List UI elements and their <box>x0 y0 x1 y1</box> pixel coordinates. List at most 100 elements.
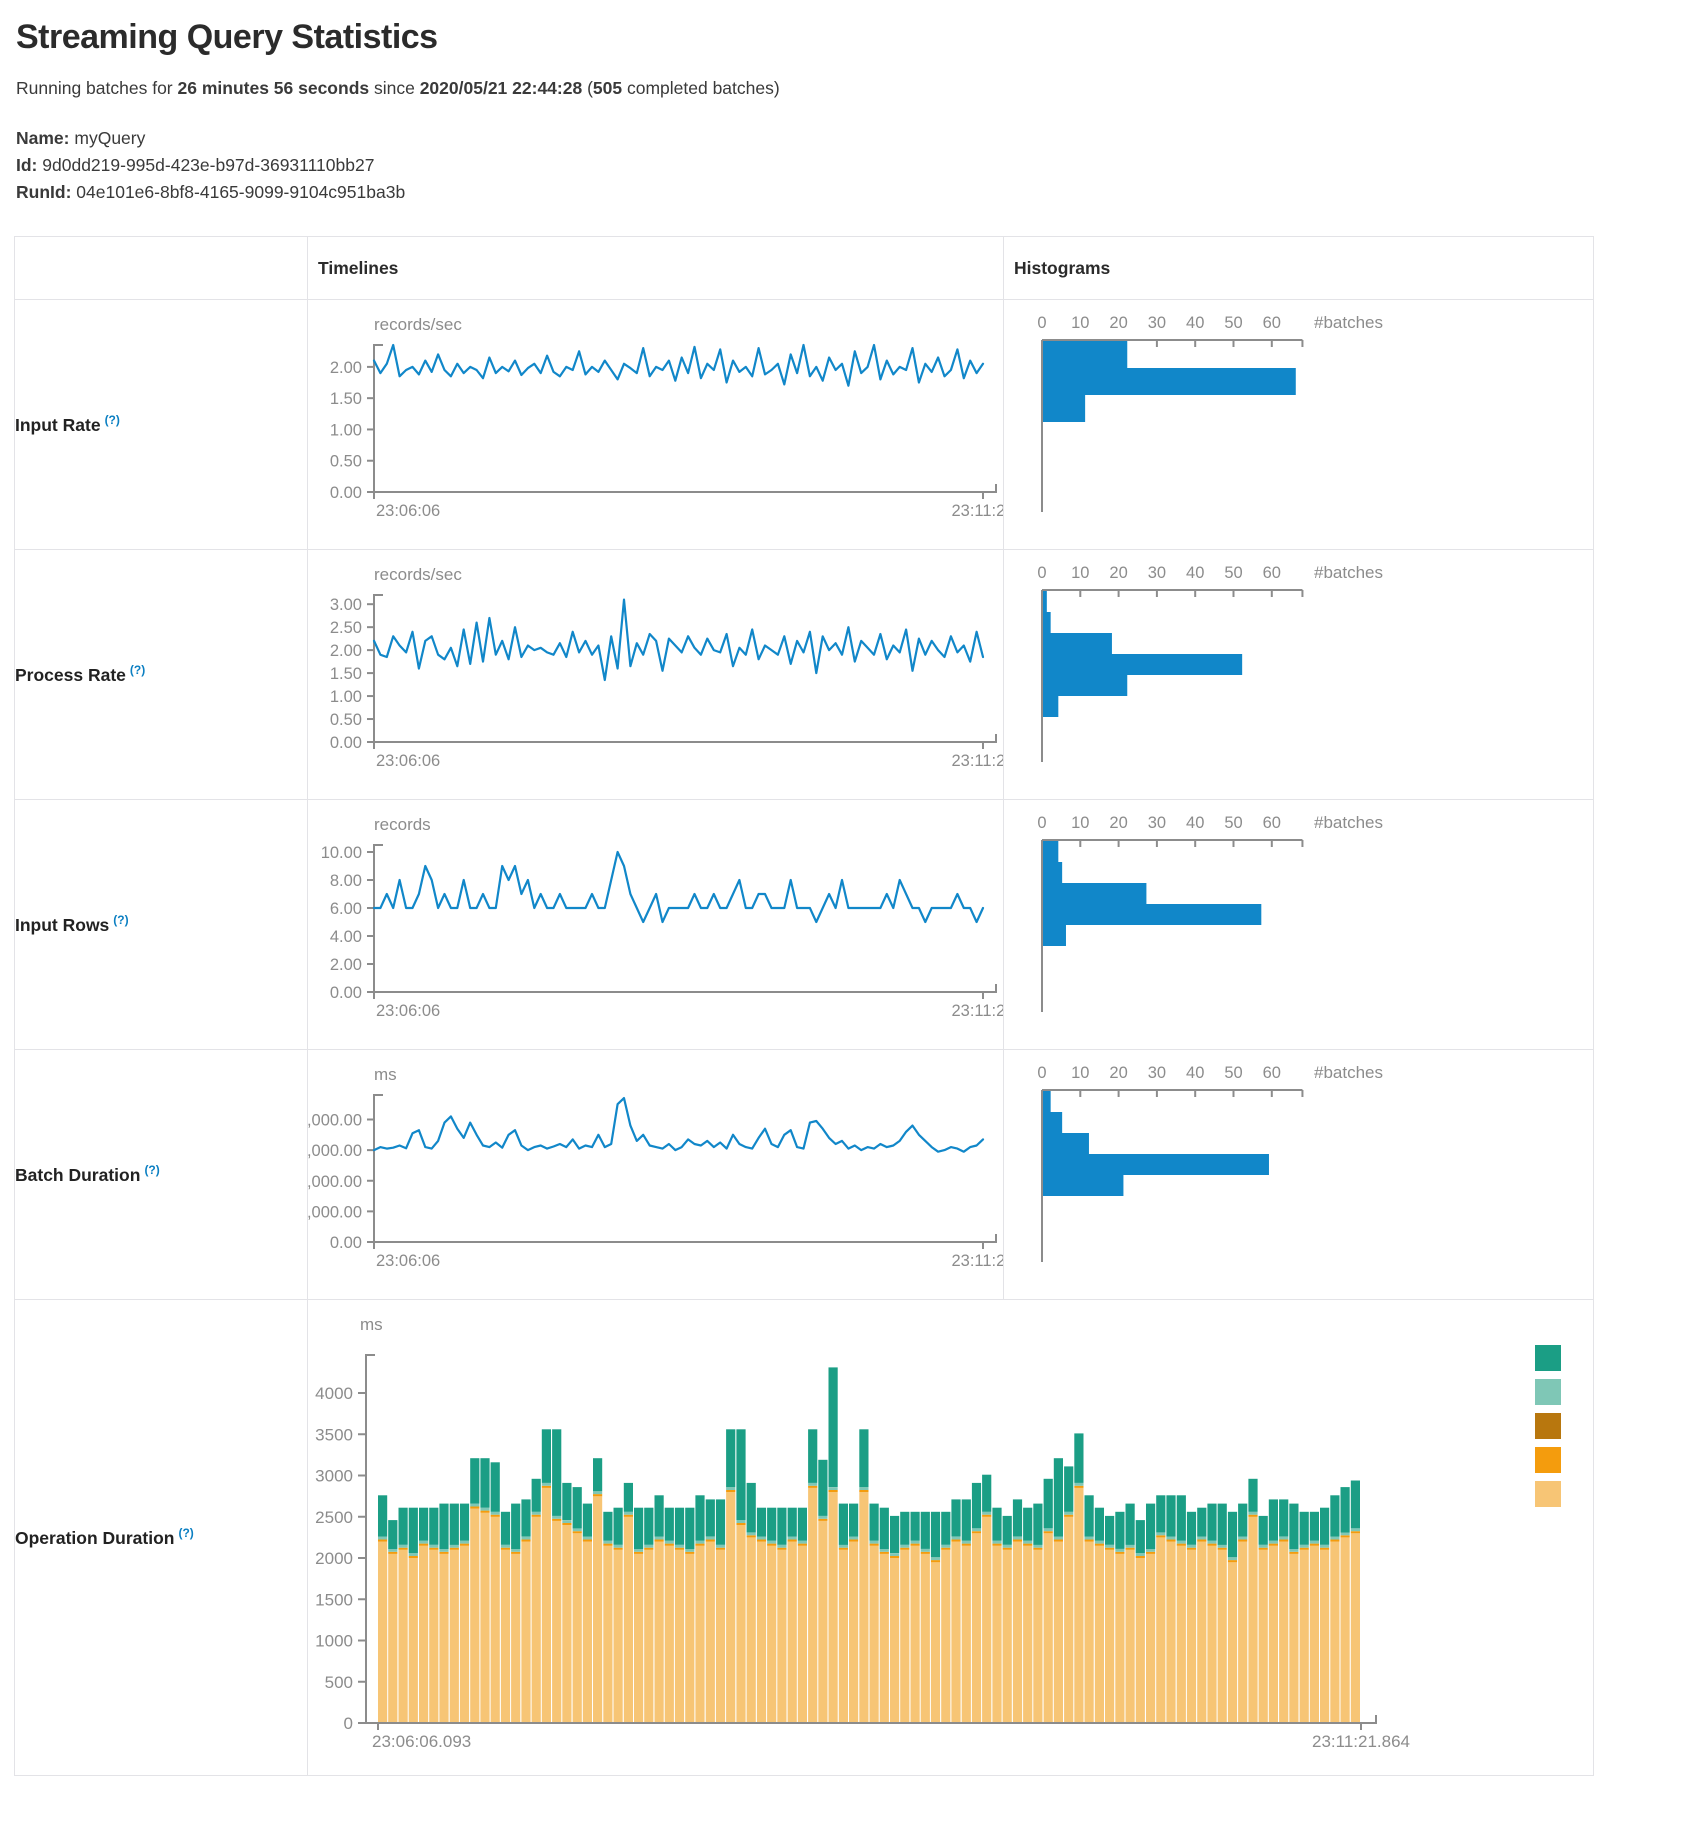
summary-batch-count: 505 <box>592 78 623 98</box>
svg-text:23:11:21: 23:11:21 <box>951 1002 1003 1020</box>
svg-text:ms: ms <box>360 1315 383 1334</box>
histogram-bar <box>1043 1091 1051 1112</box>
process-rate-row: Process Rate (?) records/sec 0.00 0.50 1.00 1… <box>14 549 1594 800</box>
histogram-axes <box>1041 589 1304 762</box>
svg-text:#batches: #batches <box>1314 313 1383 332</box>
page-content: Streaming Query Statistics Running batch… <box>0 16 1693 1776</box>
svg-text:23:11:21.864: 23:11:21.864 <box>1312 1732 1410 1751</box>
query-name-line: Name: myQuery <box>16 125 1693 152</box>
empty-header-cell <box>14 236 308 300</box>
histogram-bar-chart: 0 10 20 30 40 50 60 #batches <box>1037 1063 1383 1262</box>
histogram-bar <box>1043 368 1296 395</box>
svg-text:0: 0 <box>1037 564 1046 582</box>
summary-prefix: Running batches for <box>16 78 178 98</box>
query-id-line: Id: 9d0dd219-995d-423e-b97d-36931110bb27 <box>16 152 1693 179</box>
histogram-bar <box>1043 904 1262 925</box>
legend-swatch[interactable] <box>1533 1479 1563 1509</box>
svg-text:23:11:21: 23:11:21 <box>951 1252 1003 1270</box>
table-header-row: Timelines Histograms <box>14 236 1594 300</box>
timeline-series-line <box>372 343 985 387</box>
histogram-bar <box>1043 675 1128 696</box>
svg-text:40: 40 <box>1186 814 1204 832</box>
svg-text:0: 0 <box>1037 314 1046 332</box>
operation-duration-stacked-chart: ms 0 500 1000 1500 2000 2500 3000 3500 4000 23:06:… <box>308 1300 1593 1775</box>
batch-duration-timeline-chart: ms 0.00 1,000.00 2,000.00 3,000.00 4,000.00 23… <box>308 1050 1003 1299</box>
svg-text:0.50: 0.50 <box>330 453 362 471</box>
operation-duration-stacked-bar-chart: ms 0 500 1000 1500 2000 2500 3000 3500 4000 23:06:… <box>315 1315 1563 1751</box>
process-rate-help-link[interactable]: (?) <box>129 663 146 678</box>
svg-text:#batches: #batches <box>1314 563 1383 582</box>
svg-text:10: 10 <box>1071 814 1089 832</box>
timeline-axes <box>367 594 997 749</box>
query-id-value: 9d0dd219-995d-423e-b97d-36931110bb27 <box>42 155 375 175</box>
legend-swatch[interactable] <box>1533 1445 1563 1475</box>
operation-duration-chart-cell: ms 0 500 1000 1500 2000 2500 3000 3500 4000 23:06:… <box>307 1299 1594 1776</box>
histogram-bar <box>1043 1112 1063 1133</box>
svg-text:records/sec: records/sec <box>374 565 462 584</box>
svg-text:2,000.00: 2,000.00 <box>308 1173 362 1191</box>
timelines-column-header: Timelines <box>307 236 1004 300</box>
svg-text:1.00: 1.00 <box>330 421 362 439</box>
svg-text:2.00: 2.00 <box>330 956 362 974</box>
svg-text:23:11:21: 23:11:21 <box>951 502 1003 520</box>
batch-duration-help-link[interactable]: (?) <box>144 1163 160 1178</box>
summary-start-time: 2020/05/21 22:44:28 <box>419 78 583 98</box>
batch-duration-histogram-cell: 0 10 20 30 40 50 60 #batches <box>1003 1049 1594 1300</box>
svg-text:23:06:06: 23:06:06 <box>376 752 440 770</box>
svg-text:40: 40 <box>1186 314 1204 332</box>
svg-text:23:06:06: 23:06:06 <box>376 1002 440 1020</box>
timeline-line-chart: ms 0.00 1,000.00 2,000.00 3,000.00 4,000.00 23… <box>308 1065 1003 1270</box>
svg-text:0.50: 0.50 <box>330 711 362 729</box>
histogram-bar <box>1043 841 1059 862</box>
batch-duration-histogram-chart: 0 10 20 30 40 50 60 #batches <box>1004 1050 1593 1299</box>
batch-duration-timeline-cell: ms 0.00 1,000.00 2,000.00 3,000.00 4,000.00 23… <box>307 1049 1004 1300</box>
operation-duration-help-link[interactable]: (?) <box>178 1526 194 1541</box>
timeline-series-line <box>372 1096 985 1153</box>
histograms-column-header: Histograms <box>1003 236 1594 300</box>
svg-text:23:06:06: 23:06:06 <box>376 1252 440 1270</box>
legend-swatch[interactable] <box>1533 1377 1563 1407</box>
batch-duration-label-cell: Batch Duration (?) <box>14 1049 308 1300</box>
process-rate-histogram-cell: 0 10 20 30 40 50 60 #batches <box>1003 549 1594 800</box>
summary-since: since <box>369 78 420 98</box>
input-rate-histogram-cell: 0 10 20 30 40 50 60 #batches <box>1003 299 1594 550</box>
svg-text:1.50: 1.50 <box>330 665 362 683</box>
process-rate-label-cell: Process Rate (?) <box>14 549 308 800</box>
svg-text:23:11:21: 23:11:21 <box>951 752 1003 770</box>
histogram-bar-chart: 0 10 20 30 40 50 60 #batches <box>1037 313 1383 512</box>
svg-text:4,000.00: 4,000.00 <box>308 1112 362 1130</box>
svg-text:30: 30 <box>1148 314 1166 332</box>
svg-text:0.00: 0.00 <box>330 734 362 752</box>
legend-swatch[interactable] <box>1533 1411 1563 1441</box>
svg-text:2500: 2500 <box>315 1508 353 1527</box>
timeline-series-line <box>372 850 985 924</box>
svg-text:8.00: 8.00 <box>330 872 362 890</box>
histogram-bar <box>1043 1133 1089 1154</box>
timeline-line-chart: records/sec 0.00 0.50 1.00 1.50 2.00 23:06:06 2… <box>330 315 1003 520</box>
svg-text:20: 20 <box>1109 314 1127 332</box>
histogram-bar <box>1043 925 1066 946</box>
svg-text:records: records <box>374 815 431 834</box>
svg-text:#batches: #batches <box>1314 1063 1383 1082</box>
summary-duration: 26 minutes 56 seconds <box>177 78 370 98</box>
svg-text:3000: 3000 <box>315 1467 353 1486</box>
row-label: Batch Duration <box>15 1164 141 1185</box>
query-runid-label: RunId: <box>16 182 72 202</box>
svg-text:30: 30 <box>1148 814 1166 832</box>
svg-text:2.00: 2.00 <box>330 642 362 660</box>
svg-text:2.50: 2.50 <box>330 619 362 637</box>
svg-text:6.00: 6.00 <box>330 900 362 918</box>
svg-text:50: 50 <box>1224 814 1242 832</box>
histogram-bar <box>1043 654 1243 675</box>
svg-text:3.00: 3.00 <box>330 596 362 614</box>
svg-text:10: 10 <box>1071 1064 1089 1082</box>
histogram-bar <box>1043 395 1086 422</box>
legend-swatch[interactable] <box>1533 1343 1563 1373</box>
input-rate-timeline-chart: records/sec 0.00 0.50 1.00 1.50 2.00 23:06:06 2… <box>308 300 1003 549</box>
svg-text:50: 50 <box>1224 1064 1242 1082</box>
histogram-bar <box>1043 883 1147 904</box>
histogram-bar <box>1043 696 1059 717</box>
input-rows-help-link[interactable]: (?) <box>113 913 129 928</box>
svg-text:500: 500 <box>325 1673 353 1692</box>
input-rate-help-link[interactable]: (?) <box>104 413 120 428</box>
